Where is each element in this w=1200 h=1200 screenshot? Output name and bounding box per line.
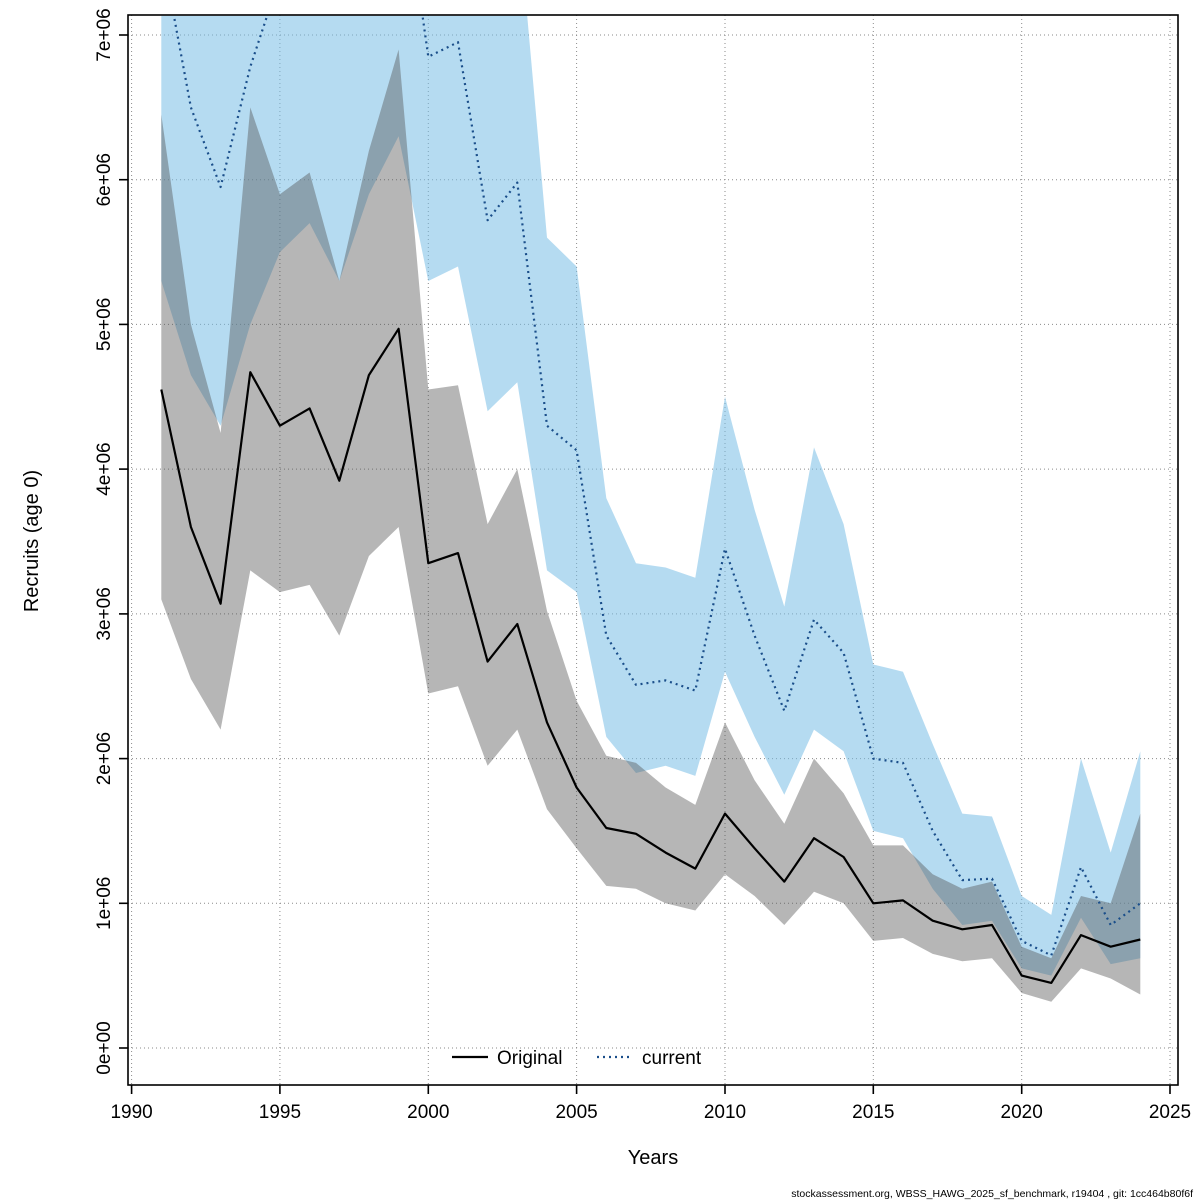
x-axis-title: Years: [628, 1147, 678, 1169]
chart-layers: 1990 1995 2000 2005 2010 2015 2020 2025 0e+00 1e+…: [94, 8, 1191, 1123]
x-tick-label: 2020: [1001, 1102, 1043, 1123]
band-current: [161, 15, 1141, 976]
x-tick-label: 1995: [259, 1102, 301, 1123]
legend-original-label: Original: [497, 1048, 562, 1069]
x-tick-label: 2010: [704, 1102, 746, 1123]
plot-series: [160, 15, 1141, 1002]
x-tick-label: 1990: [110, 1102, 152, 1123]
x-tick-label: 2005: [555, 1102, 597, 1123]
band-original: [161, 49, 1141, 1002]
y-tick-label: 0e+00: [94, 1021, 115, 1074]
y-tick-label: 6e+06: [94, 153, 115, 206]
y-tick-label: 4e+06: [94, 442, 115, 495]
line-original: [160, 327, 1141, 985]
y-tick-label: 2e+06: [94, 732, 115, 785]
legend-current-label: current: [642, 1048, 702, 1069]
x-tick-label: 2025: [1149, 1102, 1191, 1123]
x-tick-label: 2015: [852, 1102, 894, 1123]
y-axis-title: Recruits (age 0): [21, 470, 43, 612]
y-tick-label: 5e+06: [94, 298, 115, 351]
footer-note: stockassessment.org, WBSS_HAWG_2025_sf_b…: [791, 1188, 1193, 1200]
y-tick-label: 7e+06: [94, 8, 115, 61]
x-tick-label: 2000: [407, 1102, 449, 1123]
y-tick-label: 3e+06: [94, 587, 115, 640]
axes: 1990 1995 2000 2005 2010 2015 2020 2025 0e+00 1e+…: [94, 8, 1191, 1123]
legend: Original current: [452, 1048, 702, 1069]
y-tick-label: 1e+06: [94, 877, 115, 930]
plot-border: [127, 14, 1179, 1086]
